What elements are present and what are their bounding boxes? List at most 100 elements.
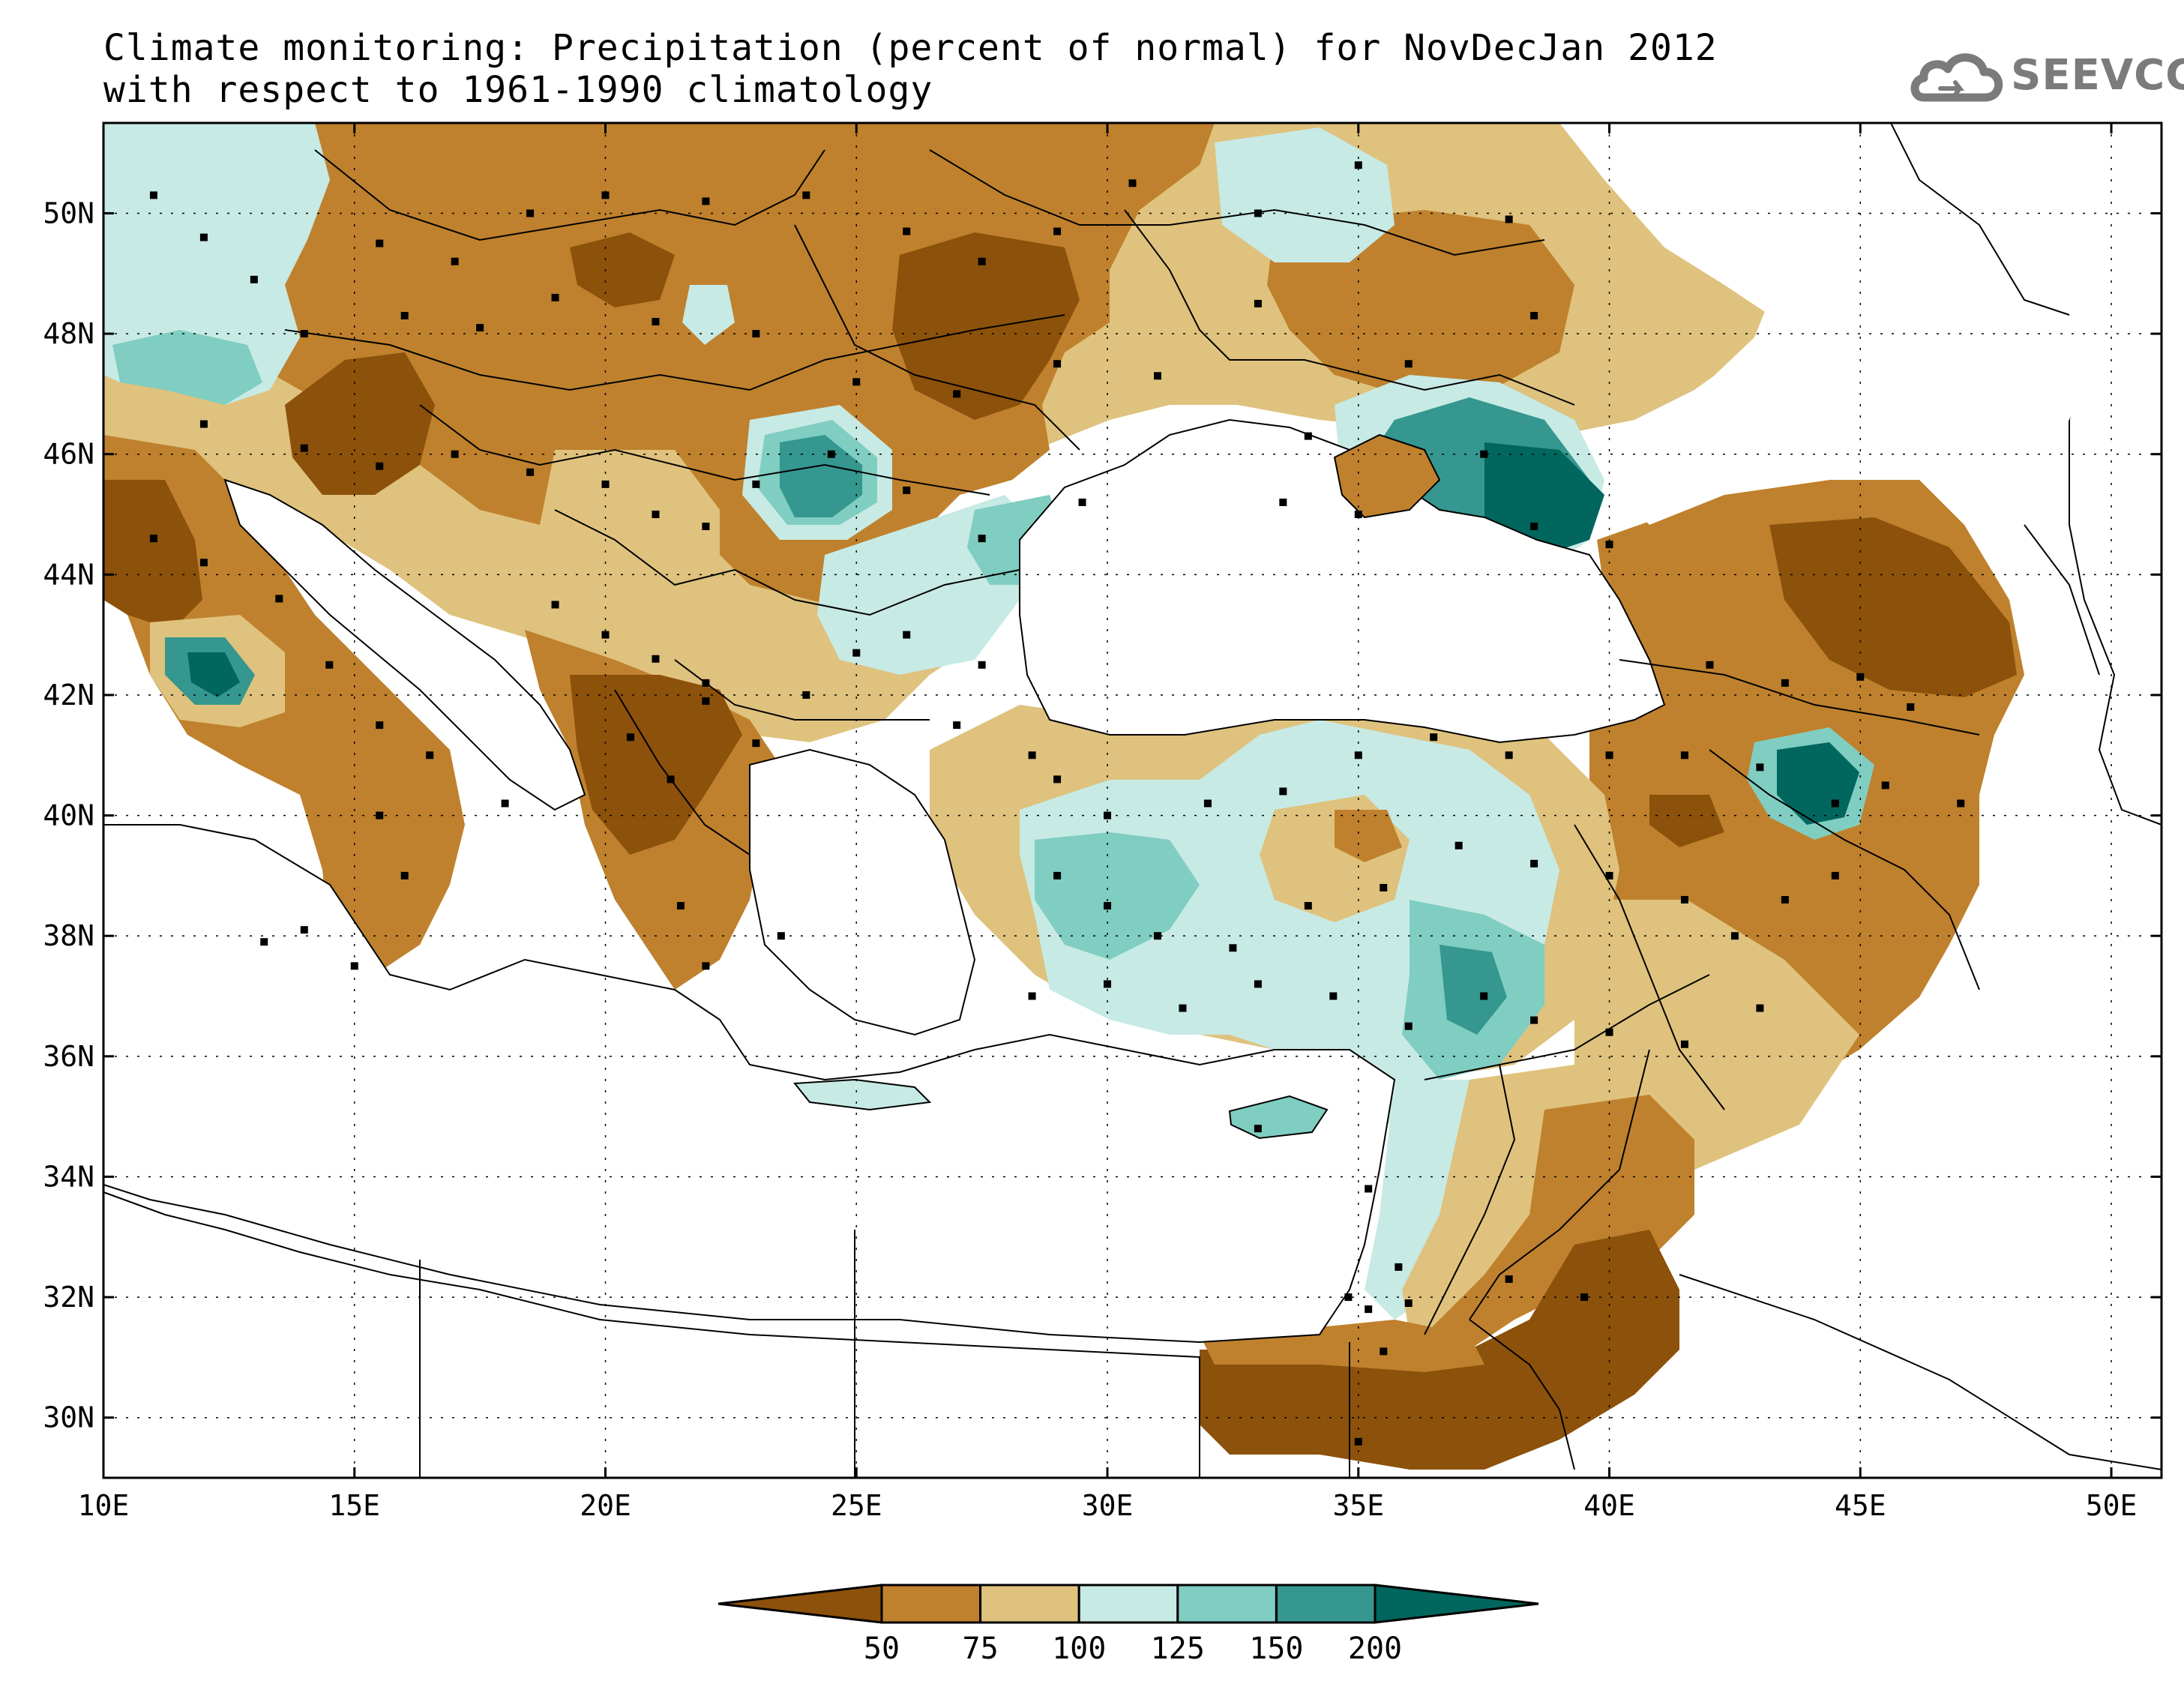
station-marker — [903, 486, 911, 494]
field-light-blue-poland — [682, 285, 735, 345]
field-dark-brown-albania — [570, 675, 742, 855]
field-dark-brown-italy — [103, 480, 202, 630]
black-sea — [1019, 418, 1666, 744]
station-marker — [250, 275, 258, 283]
station-marker — [702, 197, 710, 205]
cloud-logo-icon — [1910, 53, 2003, 102]
station-marker — [1354, 751, 1362, 760]
country-borders — [284, 123, 2162, 1478]
station-marker — [777, 932, 785, 940]
station-marker — [1605, 871, 1613, 879]
lat-tick-label: 38N — [43, 919, 94, 952]
station-marker — [526, 209, 535, 217]
station-marker — [1781, 896, 1789, 904]
station-marker — [199, 233, 208, 241]
colorbar-label: 50 — [864, 1632, 900, 1666]
station-marker — [1203, 799, 1212, 808]
lon-tick-label: 25E — [831, 1489, 882, 1522]
title-line-1: Climate monitoring: Precipitation (perce… — [103, 27, 1718, 69]
station-marker — [1530, 1016, 1538, 1024]
station-marker — [1907, 703, 1915, 712]
lon-tick-label: 15E — [328, 1489, 380, 1522]
station-marker — [1304, 902, 1312, 910]
colorbar-segment — [1275, 1584, 1377, 1624]
colorbar-segment — [1176, 1584, 1278, 1624]
station-marker — [978, 661, 986, 669]
field-dark-brown-austria — [285, 352, 435, 495]
station-marker — [1104, 811, 1112, 820]
colorbar-label: 150 — [1249, 1632, 1303, 1666]
cyprus — [1228, 1095, 1329, 1140]
station-marker — [1756, 763, 1764, 772]
station-marker — [1053, 775, 1062, 784]
axis-ticks — [102, 123, 2162, 1478]
logo-text: SEEVCCC — [2011, 51, 2184, 100]
station-marker — [376, 721, 384, 730]
station-marker — [551, 601, 559, 609]
station-marker — [426, 751, 434, 760]
station-marker — [501, 799, 509, 808]
station-marker — [752, 739, 760, 748]
station-marker — [1480, 992, 1488, 1000]
station-marker — [903, 227, 911, 235]
colorbar-label: 200 — [1348, 1632, 1402, 1666]
station-marker — [702, 962, 710, 970]
map-plot-area — [103, 123, 2162, 1478]
station-marker — [903, 631, 911, 639]
station-marker — [702, 697, 710, 705]
station-marker — [1380, 883, 1388, 891]
latitude-labels: 30N 32N 34N 36N 38N 40N 42N 44N 46N 48N 50N — [43, 196, 94, 1434]
station-marker — [1404, 1022, 1413, 1030]
station-marker — [1831, 871, 1839, 879]
station-marker — [376, 462, 384, 470]
station-marker — [1680, 896, 1688, 904]
station-marker — [1505, 751, 1513, 760]
station-marker — [1279, 498, 1287, 506]
station-marker — [652, 318, 660, 326]
station-marker — [526, 468, 535, 476]
station-marker — [1756, 1004, 1764, 1012]
station-marker — [1329, 992, 1338, 1000]
station-marker — [400, 871, 409, 879]
station-marker — [953, 721, 961, 730]
station-marker — [376, 239, 384, 247]
station-marker — [1304, 432, 1312, 440]
station-marker — [1053, 360, 1062, 368]
station-marker — [667, 775, 675, 784]
station-marker — [1354, 161, 1362, 169]
station-marker — [1104, 980, 1112, 988]
station-marker — [1229, 944, 1237, 952]
field-darkteal-rome — [187, 652, 240, 697]
station-marker — [1831, 799, 1839, 808]
station-marker — [1365, 1185, 1373, 1193]
station-marker — [1254, 209, 1262, 217]
station-marker — [676, 902, 685, 910]
station-marker — [400, 311, 409, 319]
station-marker — [1179, 1004, 1187, 1012]
colorbar-segment — [979, 1584, 1080, 1624]
seevccc-logo: SEEVCCC — [1910, 43, 2184, 111]
station-marker — [1153, 932, 1161, 940]
colorbar-segment — [1077, 1584, 1179, 1624]
lat-tick-label: 50N — [43, 196, 94, 229]
station-marker — [199, 559, 208, 567]
station-marker — [1680, 1040, 1688, 1048]
station-marker — [1605, 751, 1613, 760]
title-line-2: with respect to 1961-1990 climatology — [103, 69, 933, 111]
field-teal-west — [112, 330, 262, 405]
station-marker — [1605, 541, 1613, 549]
station-marker — [325, 661, 334, 669]
field-light-tan-serbia — [540, 450, 720, 645]
plot-frame — [102, 121, 2163, 1479]
aegean-sea — [749, 748, 976, 1036]
lon-tick-label: 35E — [1332, 1489, 1384, 1522]
station-marker — [300, 926, 308, 934]
station-marker — [1455, 841, 1463, 849]
colorbar: 50 75 100 125 150 200 — [718, 1584, 1539, 1666]
station-marker — [626, 733, 634, 742]
lat-tick-label: 48N — [43, 317, 94, 350]
field-dark-brown-carpathians — [892, 232, 1080, 420]
station-markers — [149, 161, 1965, 1446]
lat-tick-label: 46N — [43, 438, 94, 471]
